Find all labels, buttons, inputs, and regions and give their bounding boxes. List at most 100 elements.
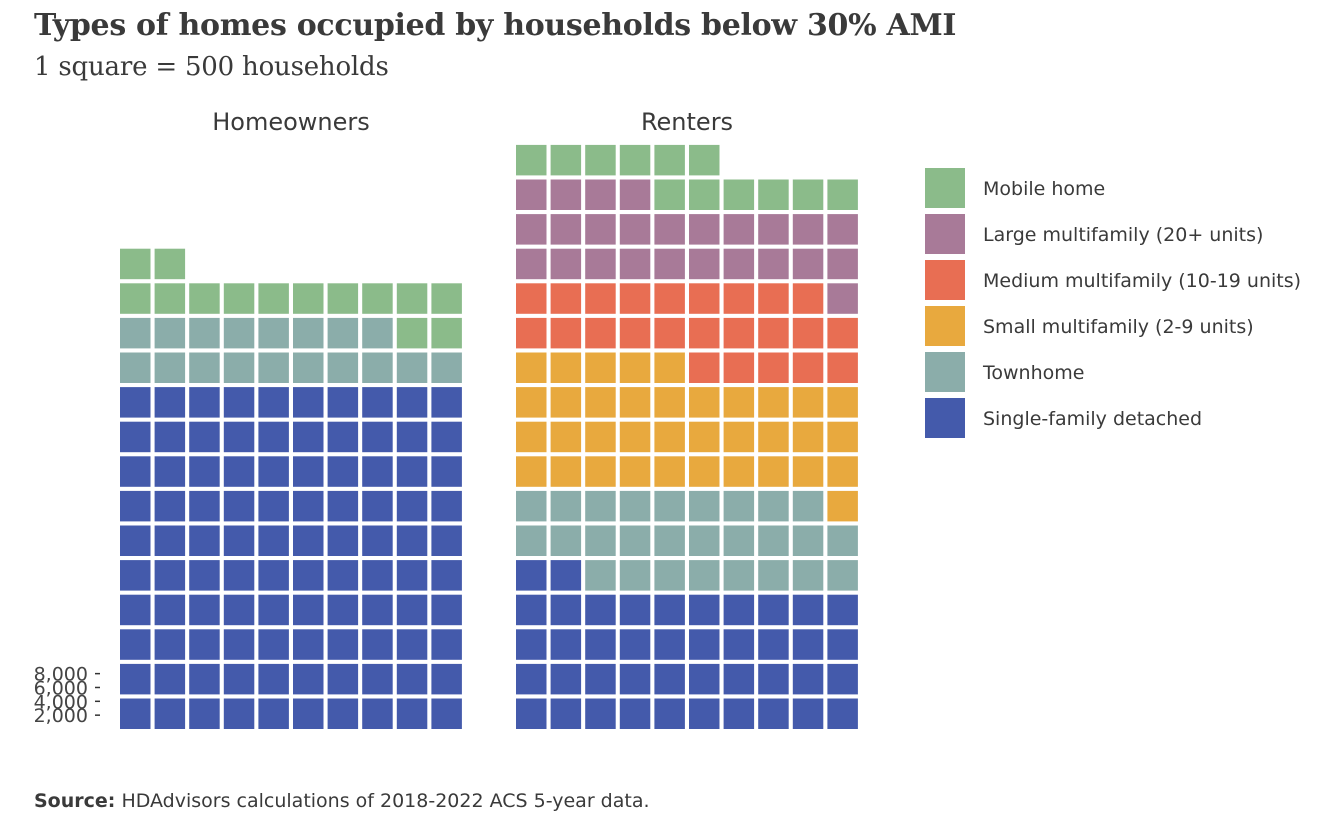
waffle-square-townhome: [792, 560, 824, 591]
waffle-square-large: [516, 179, 547, 210]
waffle-square-sfd: [327, 629, 359, 660]
waffle-square-sfd: [550, 629, 582, 660]
waffle-square-sfd: [723, 663, 755, 695]
waffle-square-townhome: [327, 352, 359, 383]
waffle-square-townhome: [516, 525, 547, 556]
waffle-square-medium: [516, 283, 547, 314]
waffle-square-sfd: [223, 560, 255, 591]
waffle-square-townhome: [362, 317, 393, 349]
waffle-square-sfd: [327, 421, 359, 453]
waffle-square-small: [827, 387, 858, 418]
waffle-square-sfd: [258, 629, 289, 660]
waffle-square-large: [654, 214, 685, 245]
waffle-square-small: [516, 387, 547, 418]
waffle-square-medium: [619, 317, 651, 349]
waffle-square-sfd: [619, 698, 651, 729]
waffle-square-sfd: [550, 594, 582, 626]
waffle-square-medium: [723, 317, 755, 349]
waffle-square-sfd: [362, 698, 393, 729]
waffle-square-large: [654, 248, 685, 280]
waffle-square-sfd: [120, 525, 151, 556]
facet-renters: Renters: [516, 108, 858, 729]
waffle-square-large: [550, 214, 582, 245]
legend-label-small: Small multifamily (2-9 units): [983, 316, 1254, 338]
waffle-square-townhome: [120, 317, 151, 349]
waffle-square-sfd: [120, 421, 151, 453]
waffle-square-small: [585, 352, 616, 383]
y-tick-label: 2,000: [34, 705, 88, 727]
waffle-square-medium: [585, 317, 616, 349]
waffle-square-sfd: [431, 663, 462, 695]
waffle-square-sfd: [585, 663, 616, 695]
waffle-square-townhome: [396, 352, 428, 383]
waffle-square-townhome: [258, 317, 289, 349]
waffle-square-mobile: [689, 144, 720, 176]
waffle-square-mobile: [327, 283, 359, 314]
waffle-square-sfd: [619, 629, 651, 660]
waffle-square-sfd: [154, 560, 186, 591]
waffle-square-mobile: [723, 179, 755, 210]
waffle-square-sfd: [189, 560, 220, 591]
waffle-square-medium: [619, 283, 651, 314]
waffle-square-mobile: [550, 144, 582, 176]
waffle-square-small: [792, 421, 824, 453]
legend-label-large: Large multifamily (20+ units): [983, 224, 1263, 246]
waffle-square-small: [619, 352, 651, 383]
waffle-square-sfd: [431, 421, 462, 453]
waffle-square-sfd: [654, 629, 685, 660]
waffle-square-medium: [516, 317, 547, 349]
waffle-square-large: [585, 179, 616, 210]
waffle-square-sfd: [120, 629, 151, 660]
waffle-square-sfd: [327, 560, 359, 591]
waffle-square-mobile: [396, 317, 428, 349]
waffle-square-small: [827, 421, 858, 453]
waffle-square-small: [550, 387, 582, 418]
waffle-square-sfd: [189, 490, 220, 522]
y-tick-label: 6,000: [34, 677, 88, 699]
waffle-square-medium: [758, 317, 789, 349]
legend-label-mobile: Mobile home: [983, 178, 1105, 200]
waffle-square-medium: [689, 283, 720, 314]
waffle-square-sfd: [327, 525, 359, 556]
waffle-square-small: [792, 387, 824, 418]
source-note: Source: HDAdvisors calculations of 2018-…: [34, 790, 650, 812]
waffle-square-sfd: [223, 421, 255, 453]
waffle-square-townhome: [723, 525, 755, 556]
waffle-square-townhome: [758, 560, 789, 591]
waffle-square-townhome: [431, 352, 462, 383]
waffle-square-large: [827, 248, 858, 280]
waffle-square-sfd: [293, 663, 324, 695]
waffle-square-townhome: [154, 352, 186, 383]
waffle-square-small: [550, 456, 582, 487]
waffle-square-sfd: [431, 525, 462, 556]
waffle-square-sfd: [723, 629, 755, 660]
waffle-square-sfd: [396, 698, 428, 729]
waffle-square-sfd: [758, 629, 789, 660]
waffle-square-sfd: [516, 629, 547, 660]
waffle-square-mobile: [362, 283, 393, 314]
waffle-square-townhome: [827, 560, 858, 591]
waffle-square-sfd: [258, 663, 289, 695]
waffle-square-sfd: [223, 663, 255, 695]
waffle-square-sfd: [189, 698, 220, 729]
waffle-square-sfd: [619, 663, 651, 695]
waffle-square-sfd: [516, 594, 547, 626]
waffle-square-sfd: [293, 698, 324, 729]
waffle-square-townhome: [189, 352, 220, 383]
waffle-square-sfd: [792, 594, 824, 626]
waffle-square-sfd: [293, 525, 324, 556]
waffle-square-townhome: [619, 525, 651, 556]
waffle-square-small: [550, 421, 582, 453]
waffle-square-sfd: [792, 629, 824, 660]
waffle-square-townhome: [585, 560, 616, 591]
waffle-square-townhome: [585, 525, 616, 556]
waffle-square-small: [550, 352, 582, 383]
waffle-square-sfd: [189, 663, 220, 695]
waffle-square-sfd: [154, 663, 186, 695]
waffle-square-large: [619, 179, 651, 210]
waffle-square-sfd: [550, 560, 582, 591]
waffle-square-small: [758, 456, 789, 487]
waffle-square-sfd: [154, 629, 186, 660]
waffle-square-medium: [585, 283, 616, 314]
waffle-square-sfd: [827, 629, 858, 660]
